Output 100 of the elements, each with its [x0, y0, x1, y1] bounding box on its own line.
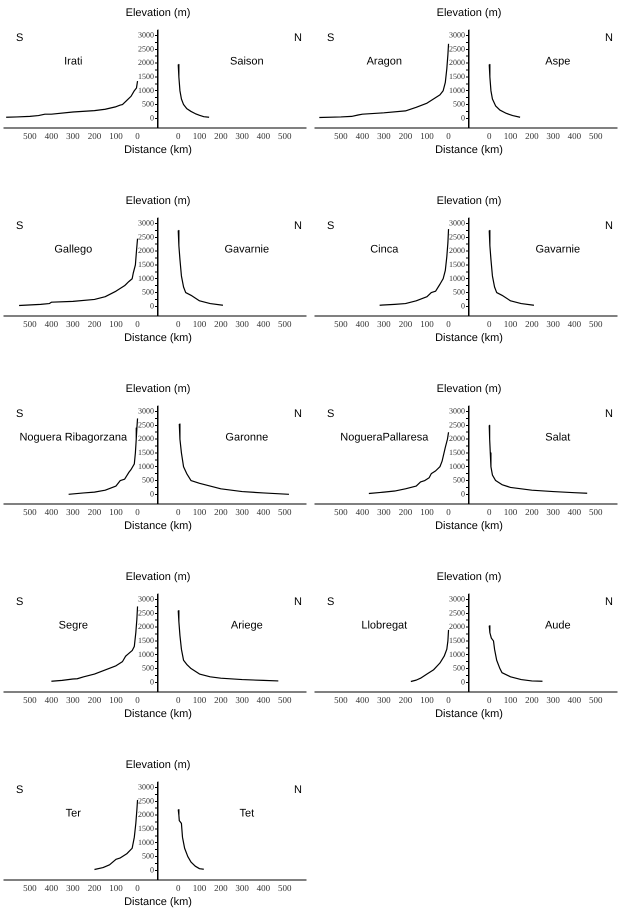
- x-tick-label: 100: [109, 318, 124, 329]
- x-tick-label: 100: [420, 130, 434, 141]
- x-tick-label: 200: [214, 318, 228, 329]
- x-tick-label: 200: [398, 506, 413, 517]
- x-tick-label: 0: [176, 882, 181, 893]
- x-axis-title: Distance (km): [124, 332, 192, 344]
- annotation: N: [605, 220, 614, 232]
- x-tick-label: 300: [377, 318, 392, 329]
- text: Irati: [64, 55, 82, 68]
- x-tick-label: 300: [377, 506, 392, 517]
- y-tick-label: 500: [142, 664, 154, 673]
- y-tick-label: 1000: [449, 650, 465, 659]
- x-tick-label: 500: [334, 694, 348, 705]
- x-tick-label: 300: [546, 318, 560, 329]
- text: Ariege: [230, 619, 263, 632]
- x-tick-label: 100: [192, 130, 207, 141]
- text: Aragon: [366, 55, 402, 68]
- y-tick-label: 2000: [138, 622, 154, 632]
- y-tick-label: 2000: [449, 58, 465, 68]
- x-tick-label: 100: [192, 506, 207, 517]
- x-tick-label: 200: [214, 130, 228, 141]
- y-tick-label: 1500: [449, 636, 465, 646]
- y-axis-title: Elevation (m): [126, 195, 190, 207]
- x-tick-label: 400: [356, 694, 370, 705]
- x-tick-label: 300: [546, 130, 560, 141]
- x-tick-label: 300: [235, 882, 250, 893]
- annotation: S: [327, 220, 334, 232]
- x-tick-label: 100: [109, 694, 124, 705]
- x-tick-label: 300: [66, 882, 80, 893]
- text: Aude: [544, 619, 571, 632]
- annotation: S: [327, 596, 334, 608]
- x-tick-label: 100: [504, 506, 518, 517]
- annotation: S: [16, 596, 24, 608]
- x-tick-label: 300: [546, 694, 560, 705]
- annotation: S: [16, 32, 24, 44]
- y-tick-label: 500: [142, 100, 154, 109]
- x-tick-label: 400: [256, 882, 271, 893]
- y-tick-label: 1500: [138, 448, 154, 458]
- x-tick-label: 100: [109, 882, 124, 893]
- series-label: Noguera Ribagorzana: [19, 431, 128, 444]
- x-tick-label: 500: [588, 506, 603, 517]
- x-tick-label: 100: [420, 506, 434, 517]
- x-tick-label: 500: [23, 694, 38, 705]
- y-tick-label: 3000: [138, 406, 154, 416]
- y-axis-title: Elevation (m): [126, 571, 190, 583]
- x-tick-label: 0: [486, 694, 492, 705]
- x-axis-title: Distance (km): [435, 520, 503, 532]
- x-tick-label: 200: [398, 694, 413, 705]
- x-tick-label: 300: [235, 506, 250, 517]
- x-tick-label: 0: [176, 130, 181, 141]
- x-tick-label: 100: [192, 318, 207, 329]
- y-tick-label: 0: [461, 489, 465, 498]
- x-axis-title: Distance (km): [124, 144, 192, 156]
- x-tick-label: 0: [486, 506, 492, 517]
- y-tick-label: 1500: [449, 448, 465, 458]
- annotation: S: [16, 784, 24, 796]
- text: Tet: [239, 807, 254, 820]
- y-tick-label: 3000: [449, 406, 465, 416]
- x-tick-label: 500: [278, 694, 292, 705]
- x-tick-label: 300: [66, 506, 80, 517]
- y-tick-label: 0: [461, 113, 465, 122]
- y-tick-label: 2500: [138, 232, 154, 242]
- x-tick-label: 100: [420, 318, 434, 329]
- x-tick-label: 100: [109, 130, 124, 141]
- x-axis-title: Distance (km): [435, 708, 503, 720]
- x-tick-label: 400: [44, 318, 59, 329]
- y-tick-label: 0: [461, 677, 465, 686]
- y-axis-title: Elevation (m): [126, 7, 190, 19]
- x-tick-label: 400: [44, 506, 59, 517]
- y-tick-label: 1000: [449, 86, 465, 95]
- y-tick-label: 1500: [138, 824, 154, 834]
- y-tick-label: 0: [150, 113, 154, 122]
- x-tick-label: 200: [214, 506, 228, 517]
- x-tick-label: 400: [256, 318, 271, 329]
- text: Gavarnie: [535, 243, 580, 256]
- x-tick-label: 500: [278, 506, 292, 517]
- x-tick-label: 300: [377, 130, 392, 141]
- x-tick-label: 200: [525, 506, 540, 517]
- y-tick-label: 2000: [138, 246, 154, 256]
- y-tick-label: 2000: [449, 434, 465, 444]
- x-tick-label: 100: [504, 318, 518, 329]
- y-tick-label: 2500: [138, 420, 154, 430]
- x-tick-label: 500: [334, 318, 348, 329]
- x-tick-label: 200: [88, 130, 102, 141]
- text: Gallego: [54, 243, 92, 256]
- x-tick-label: 400: [356, 130, 370, 141]
- x-axis-title: Distance (km): [124, 520, 192, 532]
- x-tick-label: 500: [23, 318, 38, 329]
- y-tick-label: 0: [150, 677, 154, 686]
- y-tick-label: 2500: [449, 44, 465, 54]
- x-tick-label: 500: [23, 506, 38, 517]
- text: Salat: [545, 431, 570, 444]
- y-axis-title: Elevation (m): [436, 571, 502, 583]
- x-tick-label: 500: [588, 318, 603, 329]
- x-tick-label: 200: [525, 130, 540, 141]
- x-tick-label: 0: [176, 318, 181, 329]
- x-tick-label: 500: [334, 506, 348, 517]
- x-tick-label: 200: [214, 694, 228, 705]
- text: Cinca: [370, 243, 400, 256]
- y-tick-label: 500: [453, 664, 465, 673]
